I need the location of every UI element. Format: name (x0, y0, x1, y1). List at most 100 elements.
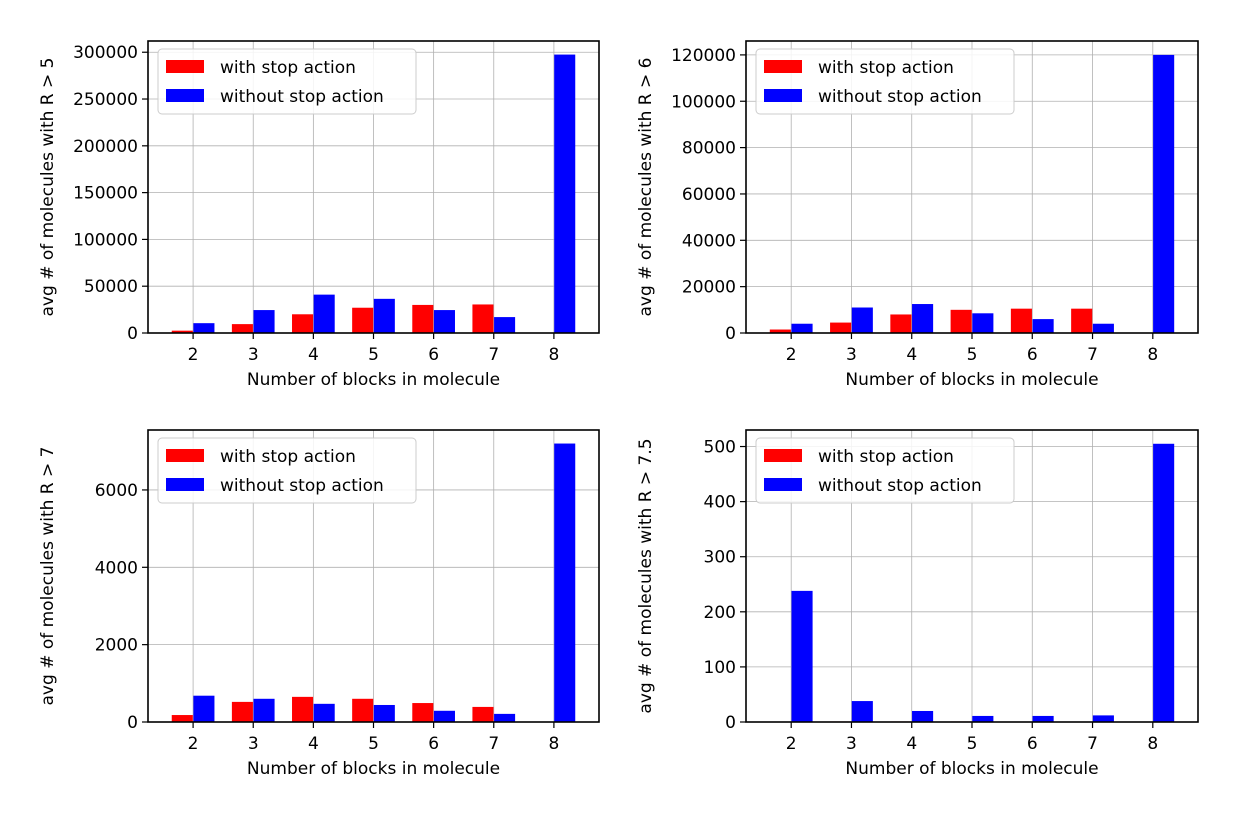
x-tick-label: 6 (1027, 734, 1038, 754)
bar-with-stop-5 (352, 698, 374, 722)
bar-without-stop-2 (791, 590, 813, 722)
y-tick-label: 150000 (73, 184, 138, 204)
y-tick-label: 60000 (682, 185, 736, 205)
bar-with-stop-7 (472, 706, 494, 722)
bar-with-stop-7 (472, 304, 494, 333)
bar-with-stop-5 (352, 307, 374, 333)
legend-label: with stop action (220, 58, 356, 78)
x-tick-label: 3 (846, 345, 857, 365)
x-tick-label: 3 (846, 734, 857, 754)
bar-with-stop-5 (950, 309, 972, 333)
y-tick-label: 500 (704, 438, 736, 458)
legend: with stop action without stop action (157, 437, 417, 504)
y-tick-label: 100 (704, 658, 736, 678)
legend: with stop action without stop action (755, 48, 1015, 115)
legend: with stop action without stop action (755, 437, 1015, 504)
y-tick-label: 0 (127, 713, 138, 733)
x-tick-label: 6 (428, 345, 439, 365)
bar-with-stop-2 (171, 715, 193, 722)
legend-label: with stop action (220, 447, 356, 467)
bar-with-stop-6 (1010, 308, 1032, 333)
bar-without-stop-7 (494, 317, 516, 333)
bar-without-stop-6 (433, 710, 455, 722)
y-axis-label: avg # of molecules with R > 6 (636, 58, 656, 317)
bar-without-stop-8 (1153, 443, 1175, 722)
legend-box (755, 437, 1015, 504)
bar-without-stop-4 (313, 294, 335, 333)
y-tick-label: 2000 (95, 636, 138, 656)
bar-without-stop-7 (1092, 323, 1114, 333)
legend-swatch (166, 60, 204, 73)
bar-with-stop-4 (292, 696, 314, 722)
y-tick-label: 20000 (682, 278, 736, 298)
x-tick-label: 5 (967, 734, 978, 754)
legend-swatch (764, 89, 802, 102)
bar-without-stop-3 (253, 310, 275, 333)
subplot-r-gt-7: 2 3 4 5 6 7 8 0 2000 4000 6000 Number of blocks in … (38, 429, 600, 779)
x-tick-label: 2 (786, 345, 797, 365)
bar-without-stop-4 (912, 710, 934, 722)
bar-with-stop-7 (1071, 308, 1093, 333)
legend-label: without stop action (220, 476, 384, 496)
y-tick-label: 100000 (671, 92, 736, 112)
y-tick-label: 0 (725, 713, 736, 733)
bar-without-stop-6 (1032, 319, 1054, 333)
bar-with-stop-2 (769, 329, 791, 333)
x-tick-label: 7 (488, 345, 499, 365)
x-tick-label: 4 (308, 345, 319, 365)
bar-with-stop-6 (412, 703, 434, 722)
legend-swatch (166, 478, 204, 491)
x-tick-label: 8 (1147, 734, 1158, 754)
bar-without-stop-8 (554, 54, 576, 333)
x-tick-label: 6 (428, 734, 439, 754)
legend-swatch (764, 60, 802, 73)
x-tick-label: 8 (1147, 345, 1158, 365)
x-tick-label: 4 (308, 734, 319, 754)
x-tick-label: 8 (548, 734, 559, 754)
bar-without-stop-8 (1153, 54, 1175, 334)
bar-without-stop-2 (193, 323, 215, 333)
legend: with stop action without stop action (157, 48, 417, 115)
x-tick-label: 5 (368, 345, 379, 365)
bar-without-stop-3 (851, 307, 873, 333)
bar-with-stop-4 (890, 314, 912, 333)
y-tick-label: 300 (704, 548, 736, 568)
x-tick-label: 2 (188, 345, 199, 365)
y-tick-label: 0 (725, 324, 736, 344)
legend-box (157, 437, 417, 504)
y-tick-label: 100000 (73, 230, 138, 250)
x-tick-label: 8 (548, 345, 559, 365)
y-tick-label: 250000 (73, 90, 138, 110)
x-tick-label: 2 (188, 734, 199, 754)
bar-with-stop-3 (231, 701, 253, 722)
bar-without-stop-7 (1092, 715, 1114, 722)
bar-without-stop-2 (791, 323, 813, 333)
y-axis-label: avg # of molecules with R > 5 (38, 58, 58, 317)
legend-swatch (166, 449, 204, 462)
y-axis-label: avg # of molecules with R > 7 (38, 447, 58, 706)
x-axis-label: Number of blocks in molecule (845, 759, 1098, 779)
bar-with-stop-6 (412, 304, 434, 333)
y-tick-label: 200000 (73, 137, 138, 157)
bar-without-stop-5 (373, 298, 395, 333)
x-axis-label: Number of blocks in molecule (247, 370, 500, 390)
bar-without-stop-2 (193, 695, 215, 722)
y-axis-label: avg # of molecules with R > 7.5 (636, 438, 656, 713)
x-tick-label: 2 (786, 734, 797, 754)
bar-without-stop-5 (373, 704, 395, 722)
bar-without-stop-4 (313, 703, 335, 722)
legend-swatch (764, 478, 802, 491)
x-tick-label: 7 (1087, 345, 1098, 365)
y-tick-label: 0 (127, 324, 138, 344)
x-tick-label: 6 (1027, 345, 1038, 365)
y-tick-label: 50000 (84, 277, 138, 297)
bar-with-stop-4 (292, 314, 314, 333)
bar-with-stop-3 (231, 324, 253, 333)
bar-without-stop-6 (1032, 715, 1054, 722)
x-tick-label: 3 (248, 734, 259, 754)
bar-without-stop-6 (433, 310, 455, 333)
y-tick-label: 80000 (682, 139, 736, 159)
bar-without-stop-8 (554, 443, 576, 722)
legend-label: without stop action (818, 87, 982, 107)
